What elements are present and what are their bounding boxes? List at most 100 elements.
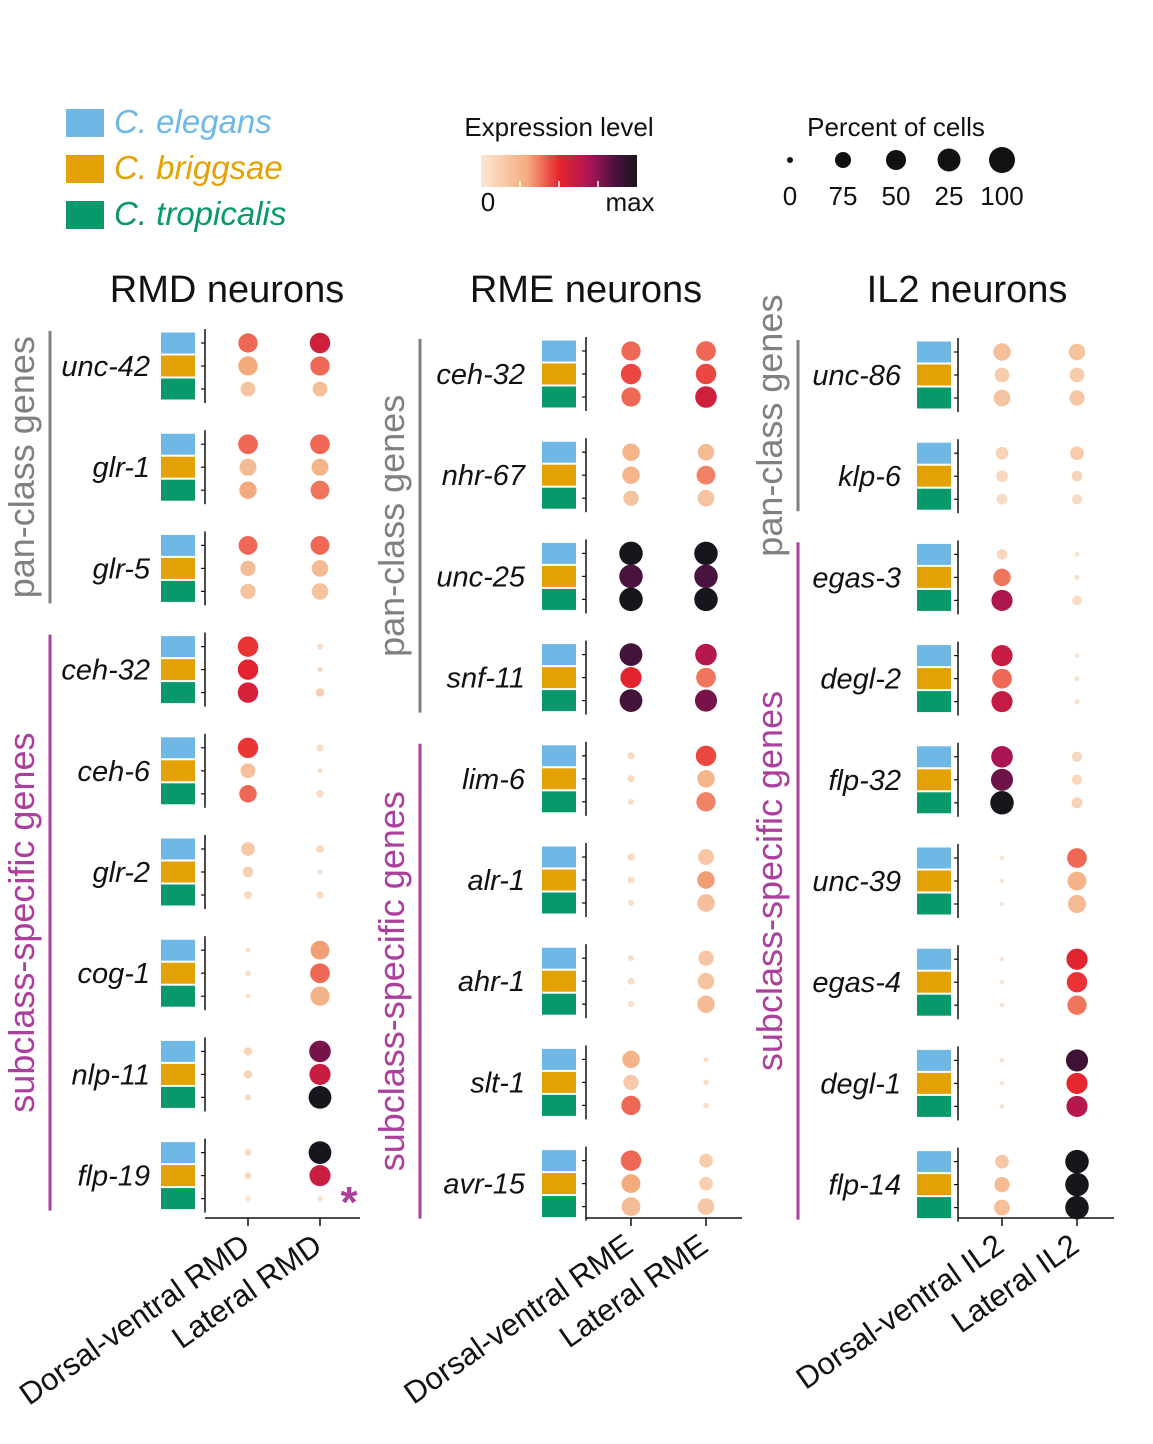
group-label: pan-class genes xyxy=(371,395,412,657)
expression-dot xyxy=(994,1199,1010,1216)
percent-legend-label: 50 xyxy=(882,181,911,211)
expression-dot xyxy=(697,972,715,990)
gene-label: flp-14 xyxy=(828,1170,901,1202)
expression-dot xyxy=(627,1001,635,1008)
species-swatch xyxy=(542,1173,576,1195)
expression-dot xyxy=(317,768,323,774)
gene-row-snf-11: snf-11 xyxy=(447,640,718,715)
gene-row-flp-19: flp-19 xyxy=(77,1138,332,1213)
percent-legend-label: 100 xyxy=(980,181,1023,211)
expression-dot xyxy=(694,587,718,612)
panels: RMD neurons pan-class genes subclass-speci… xyxy=(1,269,1114,1412)
gene-row-ceh-6: ceh-6 xyxy=(77,733,324,808)
expression-dot xyxy=(992,668,1012,689)
expression-dot xyxy=(245,1195,251,1202)
expression-dot xyxy=(699,1153,713,1168)
expression-dot xyxy=(999,855,1005,861)
gene-row-glr-1: glr-1 xyxy=(93,430,330,505)
expression-dot xyxy=(238,434,258,455)
gene-row-slt-1: slt-1 xyxy=(470,1045,709,1120)
species-swatch xyxy=(542,768,576,790)
species-swatch xyxy=(161,1165,195,1187)
gene-label: egas-3 xyxy=(812,562,901,594)
expression-dot xyxy=(996,549,1008,560)
expression-dot xyxy=(619,643,643,666)
expression-dot xyxy=(310,963,330,984)
species-legend: C. elegans C. briggsae C. tropicalis xyxy=(66,103,286,232)
expression-dot xyxy=(1074,698,1080,705)
expression-dot xyxy=(317,666,323,673)
gene-row-egas-3: egas-3 xyxy=(812,540,1082,615)
expression-dot xyxy=(697,871,715,889)
percent-legend-label: 75 xyxy=(829,181,858,211)
significance-asterisk: * xyxy=(340,1178,358,1227)
species-swatch xyxy=(542,363,576,385)
expression-dot xyxy=(316,845,324,853)
gene-label: ceh-6 xyxy=(77,756,150,788)
expression-dot xyxy=(237,682,259,703)
expression-dot xyxy=(310,480,330,500)
percent-legend: Percent of cells 0 75 50 25 100 xyxy=(783,112,1024,211)
gene-label: flp-32 xyxy=(828,765,901,797)
species-swatch xyxy=(161,1142,195,1164)
expression-dot xyxy=(241,842,255,856)
expression-dot xyxy=(999,956,1005,962)
group-label: subclass-specific genes xyxy=(371,791,412,1171)
gene-row-ceh-32: ceh-32 xyxy=(436,337,717,411)
expression-dot xyxy=(995,1154,1009,1169)
species-swatch xyxy=(917,792,951,814)
gene-label: unc-39 xyxy=(812,866,901,898)
species-swatch xyxy=(917,1174,951,1196)
expression-dot xyxy=(703,1102,709,1109)
gene-label: klp-6 xyxy=(838,461,902,493)
expression-dot xyxy=(310,356,330,376)
expression-dot xyxy=(1074,675,1080,682)
species-swatch xyxy=(161,1188,195,1210)
expression-dot xyxy=(311,458,329,476)
gene-row-unc-25: unc-25 xyxy=(436,539,718,614)
species-swatch xyxy=(542,970,576,992)
gene-row-flp-32: flp-32 xyxy=(828,742,1083,817)
species-swatch-elegans xyxy=(66,109,104,137)
species-legend-item-elegans: C. elegans xyxy=(66,103,272,140)
expression-dot xyxy=(317,869,323,875)
species-swatch xyxy=(542,745,576,767)
expression-dot xyxy=(694,541,718,566)
gene-label: nhr-67 xyxy=(442,460,527,492)
expression-dot xyxy=(619,564,643,589)
expression-dot xyxy=(245,993,251,999)
expression-dot xyxy=(308,1086,332,1109)
gene-row-egas-4: egas-4 xyxy=(812,945,1088,1020)
expression-dot xyxy=(627,977,635,985)
species-swatch xyxy=(917,948,951,970)
expression-dot xyxy=(316,891,324,899)
expression-dot xyxy=(627,853,635,861)
expression-dot xyxy=(696,341,716,361)
species-swatch xyxy=(161,1063,195,1085)
expression-dot xyxy=(1067,871,1087,891)
expression-dot xyxy=(1074,574,1080,581)
gene-row-flp-14: flp-14 xyxy=(828,1147,1089,1222)
percent-legend-dot xyxy=(886,150,906,170)
expression-max-label: max xyxy=(605,187,654,217)
expression-dot xyxy=(1068,343,1086,361)
percent-legend-dot xyxy=(937,148,961,172)
gene-label: unc-25 xyxy=(436,561,526,593)
species-swatch xyxy=(542,487,576,509)
gene-label: alr-1 xyxy=(468,865,526,897)
gene-label: lim-6 xyxy=(462,764,526,796)
expression-dot xyxy=(619,587,643,612)
species-swatch xyxy=(542,791,576,813)
expression-dot xyxy=(245,970,251,976)
expression-dot xyxy=(1067,995,1087,1015)
species-label-tropicalis: C. tropicalis xyxy=(114,195,286,232)
expression-dot xyxy=(696,667,716,688)
expression-dot xyxy=(621,1197,641,1217)
gene-row-glr-2: glr-2 xyxy=(93,835,324,909)
species-swatch-briggsae xyxy=(66,155,104,183)
gene-label: unc-86 xyxy=(812,360,902,392)
species-swatch xyxy=(917,870,951,892)
expression-dot xyxy=(312,381,328,397)
expression-dot xyxy=(239,458,257,476)
expression-dot xyxy=(309,1165,331,1187)
